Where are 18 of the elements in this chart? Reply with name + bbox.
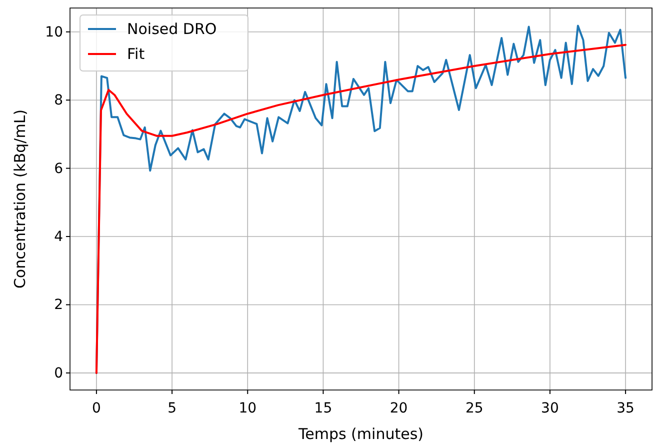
y-tick-label: 6 xyxy=(54,160,64,177)
y-tick-label: 0 xyxy=(54,365,63,382)
legend-label: Fit xyxy=(127,45,145,63)
x-axis-title: Temps (minutes) xyxy=(298,425,424,443)
x-tick-label: 15 xyxy=(314,400,332,416)
y-axis-title: Concentration (kBq/mL) xyxy=(11,109,29,289)
x-tick-label: 25 xyxy=(465,400,484,416)
legend-label: Noised DRO xyxy=(127,20,217,38)
x-tick-label: 10 xyxy=(238,400,257,416)
x-tick-label: 30 xyxy=(541,400,559,416)
y-tick-label: 10 xyxy=(45,24,63,40)
x-tick-label: 0 xyxy=(92,400,101,416)
x-tick-label: 35 xyxy=(616,400,634,416)
y-tick-label: 2 xyxy=(54,297,63,314)
y-tick-label: 4 xyxy=(54,229,64,245)
x-tick-label: 20 xyxy=(390,400,408,416)
y-tick-label: 8 xyxy=(54,92,63,109)
x-tick-label: 5 xyxy=(168,400,176,416)
